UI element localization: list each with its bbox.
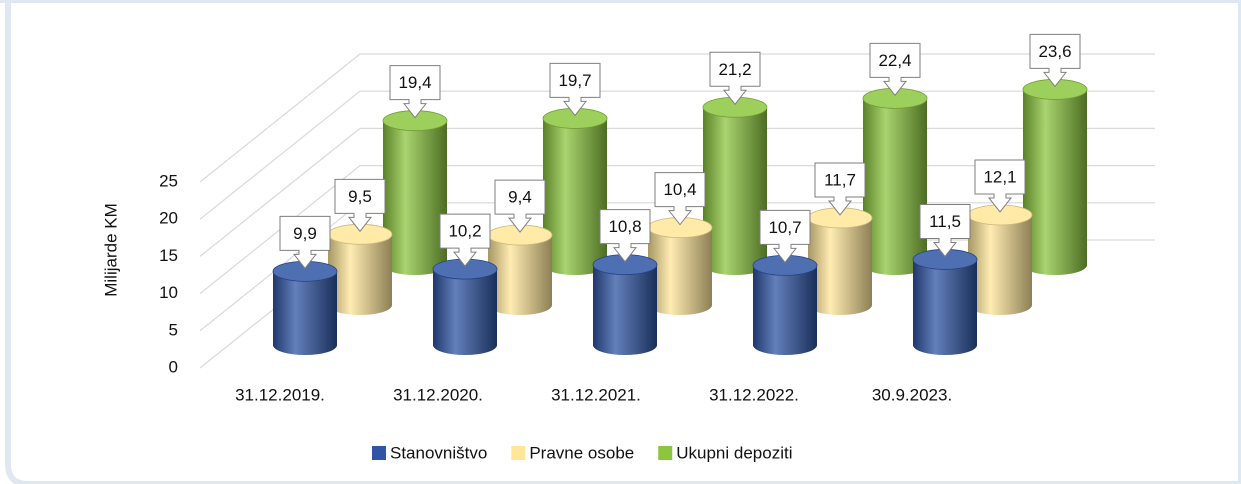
data-label: 21,2 xyxy=(718,60,751,79)
legend-swatch xyxy=(658,446,673,460)
callout xyxy=(494,179,546,233)
callout xyxy=(654,172,706,226)
cylinder xyxy=(703,107,767,275)
data-label: 19,7 xyxy=(558,71,591,90)
x-tick-label: 31.12.2022. xyxy=(709,385,799,404)
data-label: 23,6 xyxy=(1038,42,1071,61)
callout xyxy=(814,162,866,216)
y-axis-label: Milijarde KM xyxy=(101,203,120,297)
callout xyxy=(334,178,386,233)
x-tick-label: 30.9.2023. xyxy=(872,385,952,404)
cylinder xyxy=(648,227,712,315)
legend-label: Stanovništvo xyxy=(390,443,487,462)
legend-label: Ukupni depoziti xyxy=(676,443,792,462)
x-tick-label: 31.12.2019. xyxy=(235,385,325,404)
cylinder xyxy=(1023,89,1087,275)
data-label: 19,4 xyxy=(398,73,431,92)
cylinder xyxy=(593,264,657,355)
cylinder xyxy=(273,271,337,355)
cylinder xyxy=(433,269,497,355)
callout xyxy=(869,42,921,97)
cylinder xyxy=(968,214,1032,315)
data-label: 9,9 xyxy=(293,224,317,243)
callout xyxy=(599,209,651,263)
y-tick-label: 15 xyxy=(159,246,178,265)
x-tick-label: 31.12.2021. xyxy=(551,385,641,404)
cylinder xyxy=(543,118,607,275)
data-label: 11,5 xyxy=(929,212,961,231)
cylinder xyxy=(863,98,927,276)
callout xyxy=(439,213,491,267)
cylinder xyxy=(488,235,552,315)
cylinder xyxy=(913,259,977,355)
cylinder xyxy=(383,120,447,275)
data-label: 10,2 xyxy=(448,222,481,241)
cylinder xyxy=(328,234,392,315)
legend-swatch xyxy=(372,446,386,460)
data-label: 12,1 xyxy=(983,167,1016,186)
data-label: 22,4 xyxy=(878,51,911,70)
y-tick-label: 20 xyxy=(159,209,178,228)
data-label: 10,8 xyxy=(608,217,641,236)
callout xyxy=(759,209,811,264)
callout xyxy=(389,65,441,119)
y-tick-label: 10 xyxy=(159,283,178,302)
data-label: 10,7 xyxy=(768,218,801,237)
y-tick-label: 0 xyxy=(169,357,178,376)
y-tick-label: 25 xyxy=(159,171,178,190)
data-label: 9,4 xyxy=(508,188,532,207)
callout xyxy=(919,203,971,258)
data-label: 9,5 xyxy=(348,187,372,206)
legend-swatch xyxy=(511,446,526,460)
callout xyxy=(279,215,331,270)
data-label: 11,7 xyxy=(824,170,856,189)
legend-label: Pravne osobe xyxy=(529,443,634,462)
callout xyxy=(549,62,601,117)
data-label: 10,4 xyxy=(663,180,696,199)
cylinder xyxy=(753,265,817,355)
x-tick-label: 31.12.2020. xyxy=(393,385,483,404)
cylinder xyxy=(808,217,872,315)
callout xyxy=(974,159,1026,213)
callout xyxy=(1029,33,1081,88)
callout xyxy=(709,51,761,106)
y-tick-label: 5 xyxy=(169,320,178,339)
